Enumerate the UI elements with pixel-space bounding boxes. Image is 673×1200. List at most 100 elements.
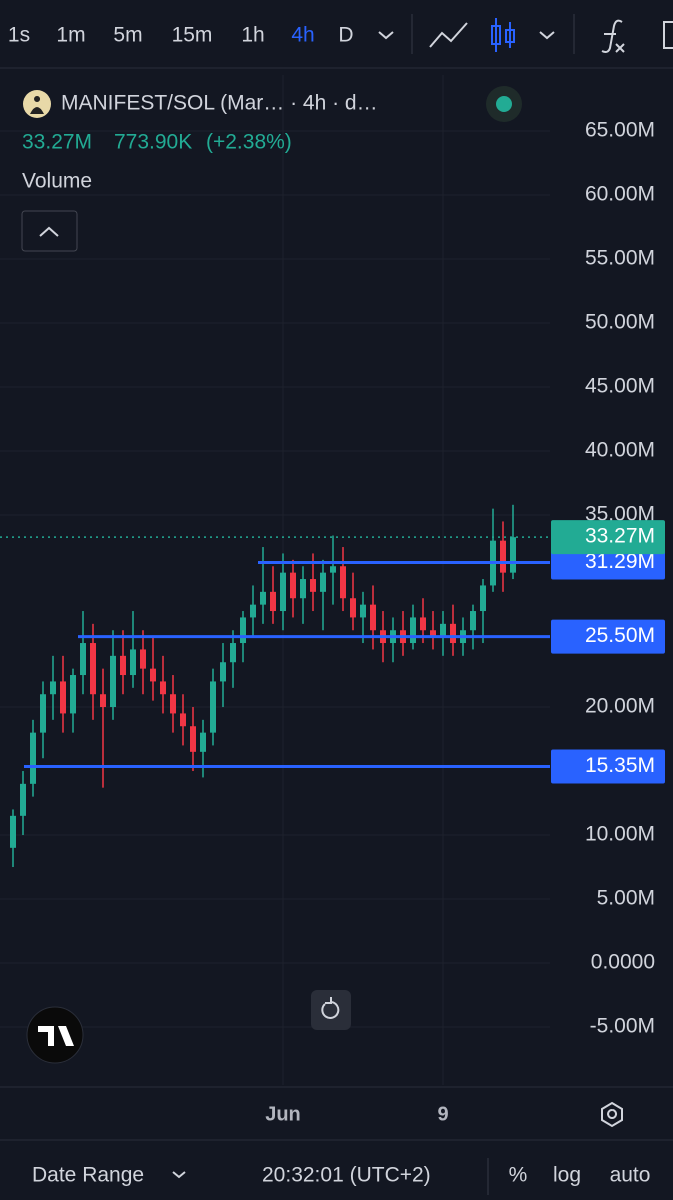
- interval[interactable]: 1m: [56, 24, 85, 47]
- y-tick-label: 0.0000: [591, 951, 655, 974]
- candle-body: [440, 623, 446, 637]
- candle-body: [230, 643, 236, 663]
- y-tick-label: 45.00M: [585, 375, 655, 398]
- candle-body: [80, 643, 86, 676]
- footer: Date Range 20:32:01 (UTC+2) % log auto: [0, 1139, 673, 1195]
- y-tick-label: 65.00M: [585, 119, 655, 142]
- candle-body: [470, 611, 476, 631]
- ohlc-value: 773.90K: [114, 131, 192, 154]
- candle-body: [320, 572, 326, 592]
- candle-body: [420, 617, 426, 631]
- candle-body: [410, 617, 416, 644]
- symbol-title[interactable]: MANIFEST/SOL (Mar… · 4h · d…: [61, 92, 378, 115]
- interval[interactable]: 1h: [241, 24, 264, 47]
- y-tick-label: 20.00M: [585, 695, 655, 718]
- reset-icon: [321, 997, 340, 1019]
- y-tick-label: -5.00M: [590, 1015, 655, 1038]
- candle-body: [480, 585, 486, 612]
- y-tick-label: 5.00M: [597, 887, 655, 910]
- ohlc-value: 33.27M: [22, 131, 92, 154]
- last-price-box: [551, 520, 665, 555]
- y-tick-label: 50.00M: [585, 311, 655, 334]
- candle-body: [290, 572, 296, 599]
- interval[interactable]: 4h: [291, 24, 314, 47]
- indicators-button[interactable]: [601, 19, 625, 53]
- ohlc-value: (+2.38%): [206, 131, 292, 154]
- candle-body: [270, 591, 276, 612]
- avatar-figure: [30, 96, 44, 114]
- collapse-button[interactable]: [21, 210, 78, 252]
- toolbar: 1s 1m 5m 15m 1h 4h D: [0, 14, 673, 69]
- candle-body: [350, 598, 356, 618]
- candle-body: [330, 566, 336, 573]
- interval[interactable]: 15m: [172, 24, 213, 47]
- candle-body: [70, 675, 76, 714]
- symbol-avatar: [23, 90, 51, 118]
- auto-toggle[interactable]: auto: [610, 1164, 651, 1187]
- candle-body: [170, 694, 176, 714]
- y-tick-label: 55.00M: [585, 247, 655, 270]
- candle-body: [190, 726, 196, 752]
- candle-body: [40, 694, 46, 733]
- price-label: 15.35M: [585, 754, 655, 777]
- last-price-label: 33.27M: [585, 525, 655, 548]
- legend: MANIFEST/SOL (Mar… · 4h · d… 33.27M 773.…: [21, 86, 522, 252]
- candle-body: [110, 655, 116, 708]
- candle-body: [120, 655, 126, 676]
- y-tick-label: 40.00M: [585, 439, 655, 462]
- candle-body: [140, 649, 146, 669]
- clock: 20:32:01 (UTC+2): [262, 1164, 431, 1187]
- chart-type-dropdown[interactable]: [539, 31, 555, 40]
- candle-body: [10, 815, 16, 848]
- candle-body: [60, 681, 66, 714]
- candle-body: [90, 643, 96, 695]
- price-label: 31.29M: [585, 550, 655, 573]
- log-toggle[interactable]: log: [553, 1164, 581, 1187]
- candle-body: [260, 591, 266, 605]
- candle-body: [300, 579, 306, 599]
- y-tick-label: 60.00M: [585, 183, 655, 206]
- interval-dropdown[interactable]: [378, 31, 394, 40]
- more-button[interactable]: [663, 21, 673, 49]
- percent-toggle[interactable]: %: [509, 1164, 528, 1187]
- line-chart-button[interactable]: [429, 22, 468, 48]
- candle-body: [20, 783, 26, 816]
- candle-body: [220, 662, 226, 682]
- overlay-controls: [26, 990, 351, 1064]
- price-label-box: [551, 749, 665, 784]
- reset-button[interactable]: [311, 990, 351, 1030]
- interval[interactable]: D: [338, 24, 353, 47]
- candle-body: [360, 604, 366, 618]
- y-tick-label: 10.00M: [585, 823, 655, 846]
- date-range-button[interactable]: Date Range: [32, 1164, 144, 1187]
- candle-body: [450, 623, 456, 644]
- price-label-box: [551, 619, 665, 654]
- x-axis: Jun 9: [0, 1086, 673, 1128]
- candle-body: [370, 604, 376, 631]
- candle-body: [510, 537, 516, 573]
- candle-body: [30, 732, 36, 784]
- y-tick-label: 35.00M: [585, 503, 655, 526]
- collapse-icon: [39, 226, 59, 237]
- candle-body: [280, 572, 286, 612]
- tradingview-logo[interactable]: [26, 1006, 84, 1064]
- interval[interactable]: 5m: [113, 24, 142, 47]
- candle-body: [430, 630, 436, 637]
- candle-body: [200, 732, 206, 752]
- candle-chart-button[interactable]: [491, 18, 515, 52]
- price-label: 25.50M: [585, 624, 655, 647]
- interval[interactable]: 1s: [8, 24, 30, 47]
- candle-body: [340, 566, 346, 599]
- candle-body: [160, 681, 166, 695]
- candle-body: [500, 540, 506, 573]
- candle-body: [210, 681, 216, 733]
- x-tick-label: 9: [437, 1103, 448, 1125]
- x-tick-label: Jun: [265, 1103, 301, 1125]
- candle-body: [150, 668, 156, 682]
- indicator-name[interactable]: Volume: [22, 170, 92, 193]
- settings-button[interactable]: [601, 1101, 623, 1128]
- plot-area: [0, 75, 550, 1085]
- candle-body: [180, 713, 186, 727]
- candle-body: [250, 604, 256, 618]
